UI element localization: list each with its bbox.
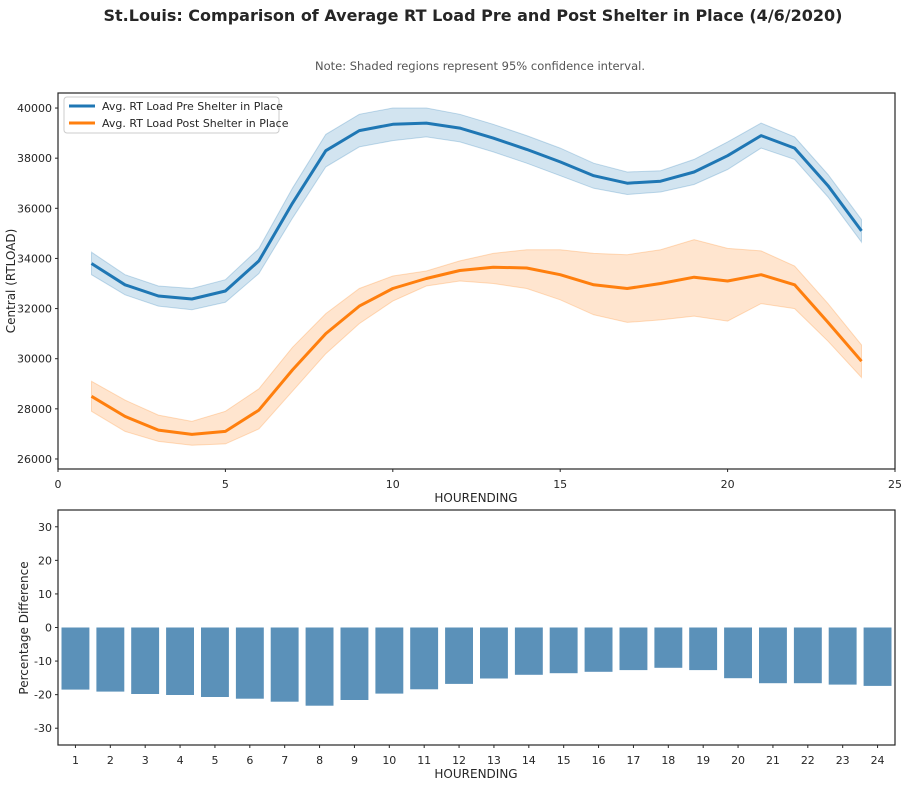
x-tick-label: 24	[871, 754, 885, 767]
bars	[61, 627, 892, 706]
bar	[201, 627, 229, 697]
line-chart-xlabel: HOURENDING	[434, 491, 517, 505]
confidence-bands	[91, 107, 862, 446]
bar	[445, 627, 473, 684]
x-tick-label: 0	[55, 478, 62, 491]
y-tick-label: 38000	[17, 152, 52, 165]
y-tick-label: 30	[38, 521, 52, 534]
x-tick-label: 20	[731, 754, 745, 767]
bar	[305, 627, 334, 706]
bar	[619, 627, 648, 671]
bar	[724, 627, 752, 679]
bar-chart: 1 2 3 4 5 6 7 8 9 10 11 12 13 14 15 16 17 18 19 20 21 22 23 24 …	[17, 509, 896, 781]
y-tick-label: 30000	[17, 353, 52, 366]
x-ticks: 0 5 10 15 20 25	[55, 469, 902, 491]
y-tick-label: 34000	[17, 252, 52, 265]
legend-label-post: Avg. RT Load Post Shelter in Place	[102, 117, 289, 130]
x-tick-label: 20	[721, 478, 735, 491]
bar	[514, 627, 543, 675]
series-lines	[90, 121, 863, 436]
y-tick-label: 26000	[17, 453, 52, 466]
y-tick-label: 36000	[17, 202, 52, 215]
bar	[828, 627, 857, 685]
x-tick-label: 12	[452, 754, 466, 767]
x-tick-label: 22	[801, 754, 815, 767]
x-tick-label: 5	[211, 754, 218, 767]
bar	[549, 627, 578, 674]
line-chart-ylabel: Central (RTLOAD)	[4, 229, 18, 334]
bar	[270, 627, 299, 702]
ci-band-0	[91, 107, 862, 311]
bar	[340, 627, 369, 700]
bar	[480, 627, 508, 679]
bar	[410, 627, 439, 690]
y-tick-label: -20	[34, 689, 52, 702]
y-tick-label: 0	[45, 622, 52, 635]
bar	[166, 627, 194, 695]
y-ticks: 30 20 10 0 -10 -20 -30	[34, 521, 58, 735]
x-tick-label: 10	[386, 478, 400, 491]
bar-chart-ylabel: Percentage Difference	[17, 561, 31, 694]
x-tick-label: 15	[553, 478, 567, 491]
x-tick-label: 17	[626, 754, 640, 767]
x-tick-label: 9	[351, 754, 358, 767]
x-tick-label: 16	[592, 754, 606, 767]
y-ticks: 26000 28000 30000 32000 34000 36000 38000 40000	[17, 102, 58, 466]
bar	[235, 627, 264, 699]
y-tick-label: 20	[38, 554, 52, 567]
x-tick-label: 2	[107, 754, 114, 767]
chart-title: St.Louis: Comparison of Average RT Load …	[104, 6, 843, 25]
x-tick-label: 21	[766, 754, 780, 767]
series-line-0	[90, 121, 863, 301]
x-tick-label: 23	[836, 754, 850, 767]
y-tick-label: 10	[38, 588, 52, 601]
x-tick-label: 8	[316, 754, 323, 767]
y-tick-label: -30	[34, 722, 52, 735]
y-tick-label: -10	[34, 655, 52, 668]
legend-box	[63, 96, 280, 134]
series-line-1	[90, 265, 863, 436]
x-tick-label: 10	[382, 754, 396, 767]
bar	[863, 627, 892, 686]
x-tick-label: 11	[417, 754, 431, 767]
bar	[584, 627, 613, 672]
bar	[793, 627, 822, 684]
bar	[96, 627, 125, 692]
bar	[759, 627, 787, 684]
bar	[375, 627, 404, 694]
bar	[131, 627, 160, 694]
x-tick-label: 14	[522, 754, 536, 767]
x-tick-label: 3	[142, 754, 149, 767]
legend: Avg. RT Load Pre Shelter in Place Avg. R…	[63, 96, 289, 134]
x-tick-label: 5	[222, 478, 229, 491]
bar	[61, 627, 90, 690]
x-tick-label: 15	[557, 754, 571, 767]
x-tick-label: 7	[281, 754, 288, 767]
line-chart: 0 5 10 15 20 25 26000 28000 30000 32000 34000 3600…	[4, 92, 902, 505]
x-tick-label: 19	[696, 754, 710, 767]
x-tick-label: 13	[487, 754, 501, 767]
ci-band-1	[91, 239, 862, 446]
legend-label-pre: Avg. RT Load Pre Shelter in Place	[102, 100, 283, 113]
x-tick-label: 6	[246, 754, 253, 767]
bar-chart-xlabel: HOURENDING	[434, 767, 517, 781]
y-tick-label: 40000	[17, 102, 52, 115]
x-tick-label: 25	[888, 478, 902, 491]
x-tick-label: 4	[177, 754, 184, 767]
bar	[654, 627, 683, 668]
y-tick-label: 32000	[17, 303, 52, 316]
chart-note: Note: Shaded regions represent 95% confi…	[315, 59, 645, 73]
x-tick-label: 1	[72, 754, 79, 767]
bar	[689, 627, 718, 671]
y-tick-label: 28000	[17, 403, 52, 416]
line-chart-frame	[57, 92, 896, 470]
x-tick-label: 18	[661, 754, 675, 767]
x-ticks: 1 2 3 4 5 6 7 8 9 10 11 12 13 14 15 16 17 18 19 20 21 22 23 24	[72, 745, 885, 767]
